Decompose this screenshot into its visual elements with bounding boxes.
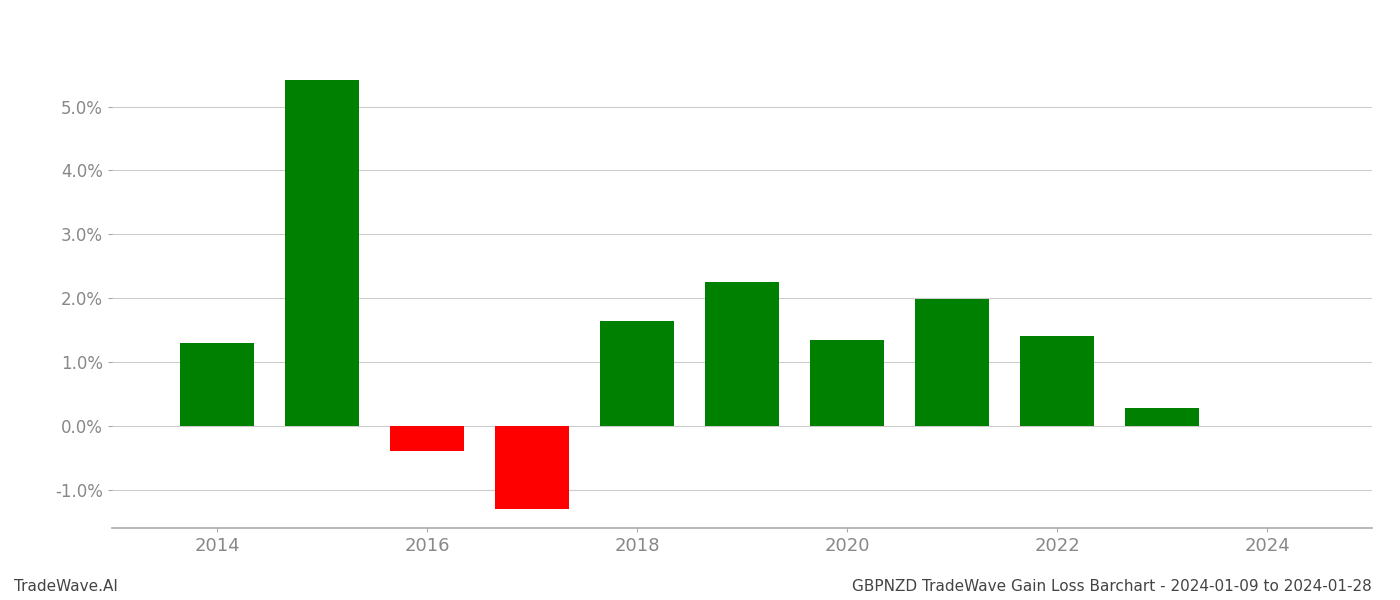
Bar <box>1021 337 1093 426</box>
Bar <box>391 426 463 451</box>
Bar <box>706 282 778 426</box>
Bar <box>181 343 253 426</box>
Bar <box>811 340 883 426</box>
Text: GBPNZD TradeWave Gain Loss Barchart - 2024-01-09 to 2024-01-28: GBPNZD TradeWave Gain Loss Barchart - 20… <box>853 579 1372 594</box>
Bar <box>916 299 988 426</box>
Text: TradeWave.AI: TradeWave.AI <box>14 579 118 594</box>
Bar <box>496 426 568 509</box>
Bar <box>286 80 358 426</box>
Bar <box>601 320 673 426</box>
Bar <box>1126 408 1198 426</box>
